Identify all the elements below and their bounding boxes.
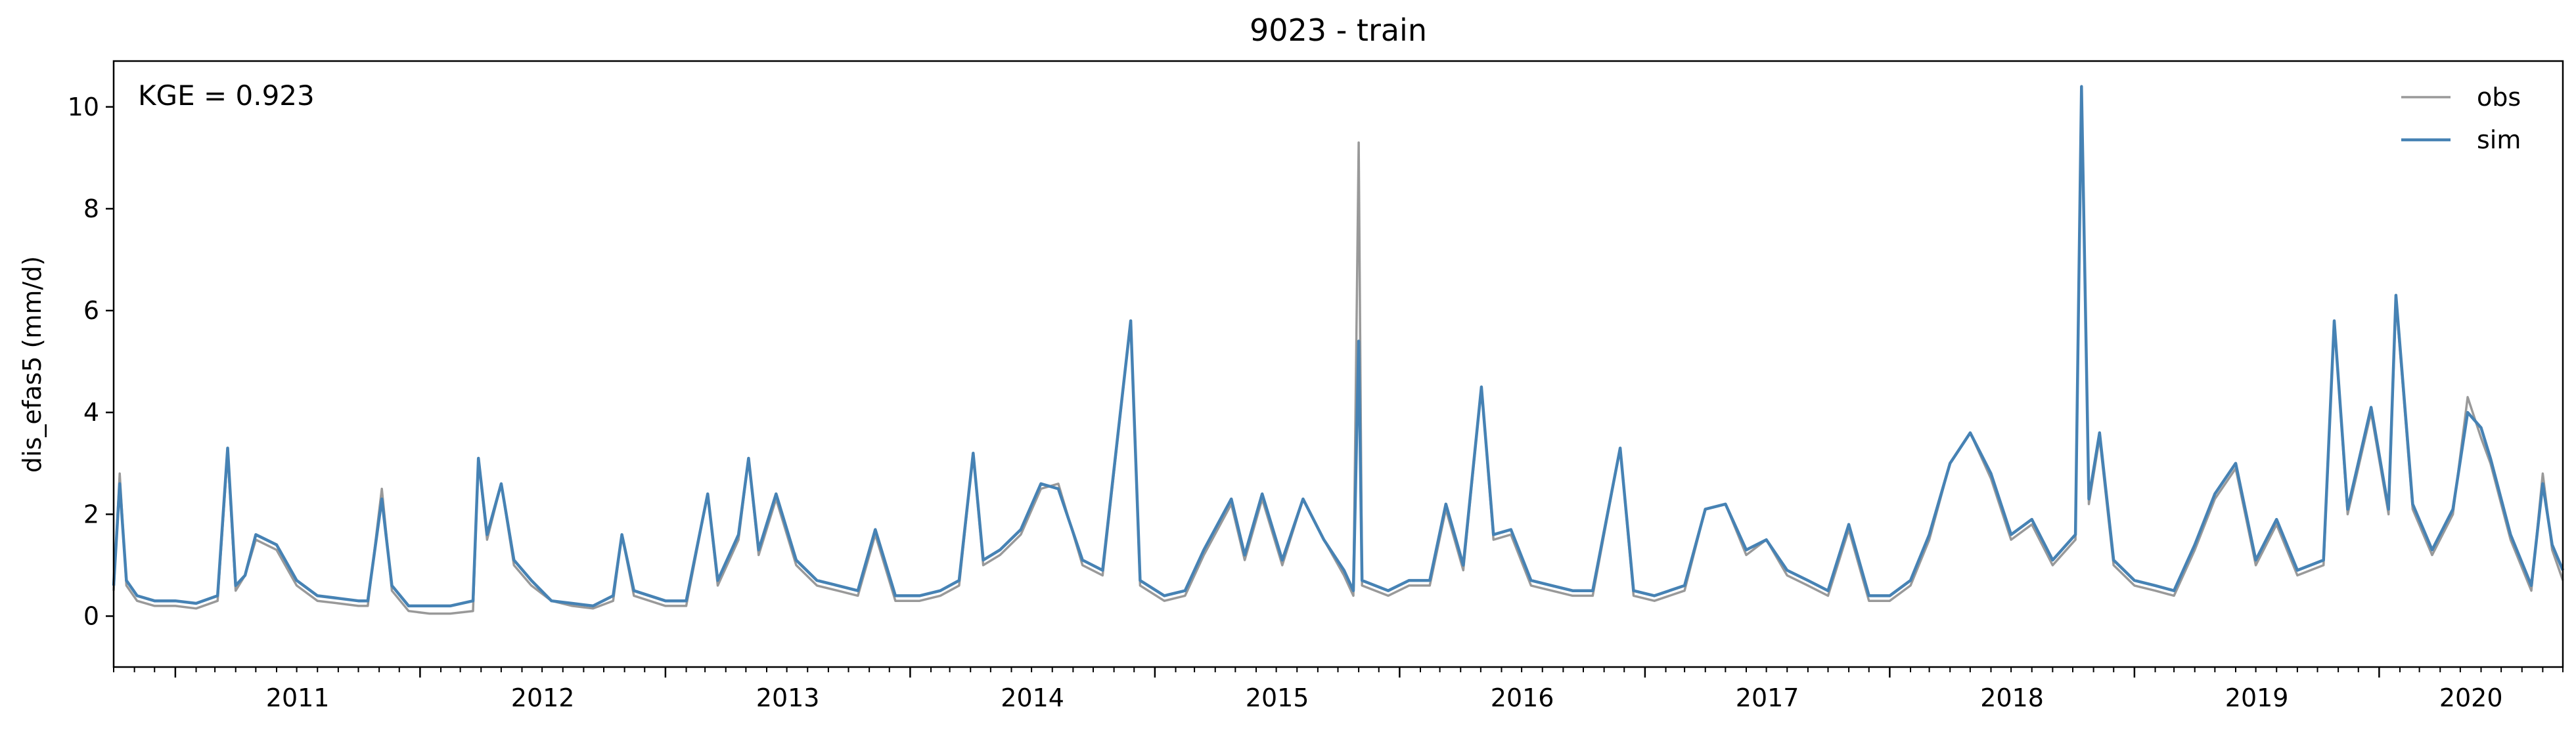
kge-annotation: KGE = 0.923 [138, 79, 315, 112]
y-tick-label: 6 [83, 296, 99, 325]
y-tick-label: 0 [83, 601, 99, 630]
y-tick-label: 2 [83, 500, 99, 529]
x-tick-label: 2018 [1980, 683, 2044, 712]
x-tick-label: 2011 [266, 683, 330, 712]
chart-title: 9023 - train [1250, 12, 1427, 48]
y-tick-label: 8 [83, 194, 99, 223]
legend: obs sim [2401, 83, 2521, 154]
x-tick-label: 2019 [2225, 683, 2289, 712]
legend-label-obs: obs [2477, 83, 2521, 112]
legend-label-sim: sim [2477, 125, 2521, 154]
plot-area [112, 85, 2565, 615]
x-tick-label: 2015 [1246, 683, 1309, 712]
x-tick-label: 2017 [1736, 683, 1799, 712]
x-tick-label: 2016 [1491, 683, 1554, 712]
y-axis-label: dis_efas5 (mm/d) [18, 256, 47, 473]
series-line-sim [112, 85, 2565, 608]
y-tick-label: 10 [68, 93, 99, 121]
x-tick-label: 2013 [756, 683, 820, 712]
x-tick-label: 2012 [511, 683, 575, 712]
y-tick-label: 4 [83, 398, 99, 427]
x-tick-label: 2020 [2439, 683, 2503, 712]
x-tick-label: 2014 [1001, 683, 1064, 712]
